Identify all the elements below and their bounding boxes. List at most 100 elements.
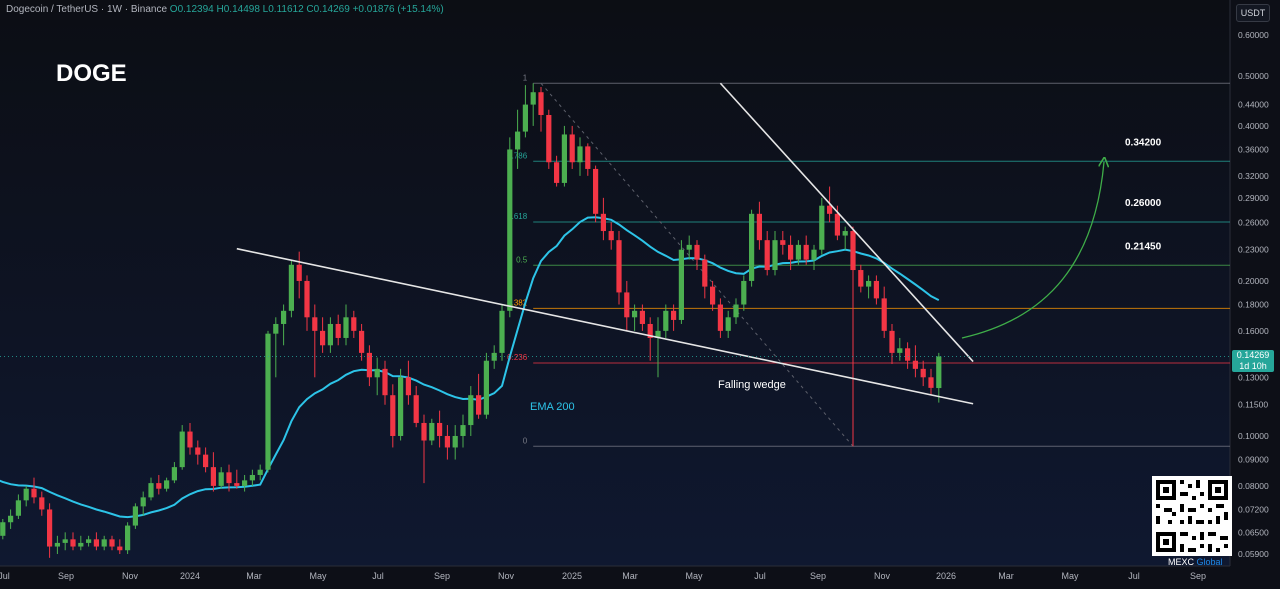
price-tick-label: 0.26000	[1238, 217, 1269, 227]
candle-body	[39, 497, 45, 510]
candle-body	[741, 280, 747, 305]
candle-body	[936, 356, 942, 389]
time-tick-label: 2025	[562, 571, 582, 581]
target-price-label: 0.21450	[1125, 241, 1162, 252]
candle-body	[827, 205, 833, 214]
candle-body	[764, 240, 770, 271]
current-price-tag: 0.14269 1d 10h	[1232, 350, 1274, 372]
candle-body	[101, 539, 107, 547]
candle-body	[54, 542, 60, 547]
candle-body	[788, 244, 794, 260]
candle-body	[772, 240, 778, 271]
time-tick-label: May	[309, 571, 327, 581]
candle-body	[234, 483, 240, 486]
candle-body	[756, 213, 762, 241]
bar-countdown: 1d 10h	[1239, 361, 1267, 371]
candle-body	[273, 323, 279, 334]
candle-body	[23, 488, 29, 501]
candle-body	[897, 348, 903, 353]
currency-unit-button[interactable]: USDT	[1236, 4, 1270, 22]
price-tick-label: 0.20000	[1238, 276, 1269, 286]
candles-group[interactable]	[0, 83, 942, 558]
price-tick-label: 0.18000	[1238, 300, 1269, 310]
ema-line-group: EMA 200	[0, 216, 940, 519]
candle-body	[483, 360, 489, 415]
candle-body	[725, 317, 731, 331]
candle-body	[242, 480, 248, 486]
symbol-header: Dogecoin / TetherUS · 1W · Binance O0.12…	[6, 4, 444, 15]
fib-level-label: 0.618	[507, 212, 528, 221]
candle-body	[577, 146, 583, 163]
candle-body	[281, 310, 287, 324]
candle-body	[140, 497, 146, 507]
chart-background	[0, 0, 1230, 566]
time-tick-label: Sep	[58, 571, 74, 581]
price-tick-label: 0.44000	[1238, 100, 1269, 110]
time-axis[interactable]: Jul Sep Nov 2024 Mar May Jul Sep Nov 2025 Mar May Ju…	[0, 571, 1206, 581]
candle-body	[132, 506, 138, 526]
price-tick-label: 0.08000	[1238, 481, 1269, 491]
candle-body	[398, 377, 404, 436]
candle-body	[210, 467, 216, 486]
price-axis[interactable]: 0.60000 0.50000 0.44000 0.40000 0.36000 0.320…	[1238, 30, 1269, 559]
candle-body	[616, 240, 622, 293]
candle-body	[86, 539, 92, 543]
candle-body	[507, 149, 513, 311]
candle-body	[405, 377, 411, 396]
candle-body	[421, 422, 427, 441]
candle-body	[335, 323, 341, 338]
brand-suffix: Global	[1196, 557, 1223, 567]
ohlc-low: L0.11612	[262, 4, 304, 15]
projection-arrow	[961, 162, 1104, 339]
candle-body	[288, 264, 294, 311]
time-tick-label: Sep	[434, 571, 450, 581]
candle-body	[249, 474, 255, 481]
candle-body	[460, 425, 466, 436]
price-tick-label: 0.29000	[1238, 193, 1269, 203]
fib-level-label: 1	[523, 73, 528, 82]
price-tick-label: 0.40000	[1238, 121, 1269, 131]
candle-body	[148, 483, 154, 498]
candle-body	[195, 447, 201, 455]
candle-body	[585, 146, 591, 169]
candle-body	[265, 333, 271, 470]
candle-body	[226, 472, 232, 484]
candle-body	[156, 483, 162, 489]
price-tick-label: 0.07200	[1238, 504, 1269, 514]
price-axis-background	[1230, 0, 1280, 584]
time-tick-label: Mar	[246, 571, 262, 581]
symbol-pair[interactable]: Dogecoin / TetherUS · 1W · Binance	[6, 4, 168, 15]
candle-body	[93, 539, 99, 547]
candle-body	[109, 539, 115, 547]
price-tick-label: 0.11500	[1238, 400, 1268, 410]
candle-body	[678, 249, 684, 320]
candle-body	[632, 310, 638, 318]
time-tick-label: Jul	[372, 571, 384, 581]
ema-200-line	[0, 216, 940, 519]
fib-level-label: 0.236	[507, 353, 528, 362]
candle-body	[780, 240, 786, 245]
candle-body	[858, 270, 864, 287]
candle-body	[710, 286, 716, 305]
brand-name: MEXC	[1168, 557, 1195, 567]
candle-body	[304, 280, 310, 318]
candle-body	[382, 368, 388, 396]
candle-body	[702, 259, 708, 287]
candle-body	[881, 298, 887, 331]
ohlc-close: C0.14269	[306, 4, 350, 15]
qr-code-pattern	[1156, 480, 1228, 552]
price-tick-label: 0.06500	[1238, 527, 1269, 537]
candle-body	[257, 469, 263, 475]
time-tick-label: Nov	[874, 571, 891, 581]
price-tick-label: 0.13000	[1238, 372, 1269, 382]
candle-body	[78, 542, 84, 547]
candle-body	[561, 134, 567, 183]
candle-body	[413, 395, 419, 423]
candle-body	[218, 472, 224, 486]
wedge-upper-trendline	[719, 82, 974, 363]
fib-level-label: 0.5	[516, 255, 528, 264]
candle-body	[374, 368, 380, 378]
candle-body	[905, 348, 911, 361]
